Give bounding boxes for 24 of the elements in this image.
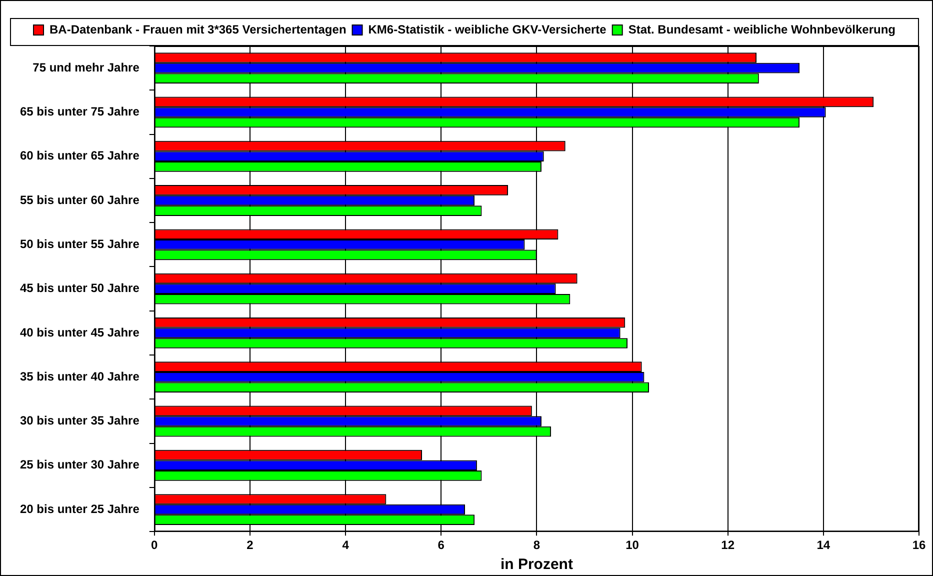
y-tick-label: 60 bis unter 65 Jahre bbox=[20, 148, 140, 163]
x-axis-title: in Prozent bbox=[500, 556, 573, 574]
y-tick-label: 30 bis unter 35 Jahre bbox=[20, 414, 140, 428]
y-tick-label: 40 bis unter 45 Jahre bbox=[20, 325, 140, 340]
x-tick-label: 0 bbox=[151, 538, 158, 552]
x-tick-label: 14 bbox=[816, 538, 830, 552]
y-tick-label: 75 und mehr Jahre bbox=[32, 60, 140, 74]
y-tick-label: 50 bis unter 55 Jahre bbox=[20, 236, 140, 251]
y-tick-label: 35 bis unter 40 Jahre bbox=[20, 369, 140, 384]
x-tick-label: 4 bbox=[342, 538, 350, 552]
legend-label: BA-Datenbank - Frauen mit 3*365 Versichertentagen bbox=[50, 22, 346, 36]
y-tick-label: 25 bis unter 30 Jahre bbox=[20, 458, 140, 472]
y-tick-label: 20 bis unter 25 Jahre bbox=[20, 502, 140, 516]
x-tick-label: 8 bbox=[533, 538, 540, 552]
y-tick-label: 45 bis unter 50 Jahre bbox=[20, 281, 140, 296]
x-tick-label: 16 bbox=[912, 538, 926, 552]
legend-label: Stat. Bundesamt - weibliche Wohnbevölkerung bbox=[628, 22, 896, 36]
x-tick-label: 12 bbox=[721, 538, 735, 552]
y-tick-label: 65 bis unter 75 Jahre bbox=[20, 104, 140, 119]
legend-label: KM6-Statistik - weibliche GKV-Versicherte bbox=[368, 22, 607, 36]
x-tick-label: 6 bbox=[438, 538, 445, 552]
x-tick-label: 2 bbox=[246, 538, 254, 552]
y-tick-label: 55 bis unter 60 Jahre bbox=[20, 192, 140, 207]
x-tick-label: 10 bbox=[626, 538, 640, 552]
